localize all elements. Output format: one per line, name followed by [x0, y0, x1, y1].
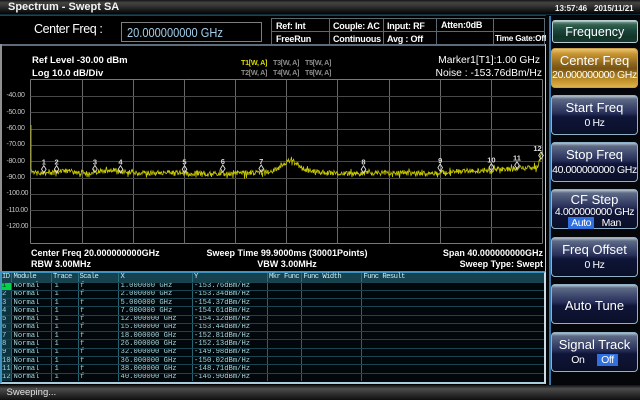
svg-text:5: 5: [182, 158, 186, 167]
svg-text:8: 8: [361, 158, 365, 167]
svg-text:7: 7: [259, 157, 263, 166]
svg-text:12: 12: [533, 144, 541, 153]
svg-text:11: 11: [513, 154, 521, 163]
svg-text:3: 3: [93, 157, 97, 166]
svg-text:6: 6: [221, 157, 225, 166]
svg-text:2: 2: [55, 158, 59, 167]
svg-text:10: 10: [487, 156, 495, 165]
svg-text:1: 1: [42, 158, 46, 167]
svg-text:4: 4: [118, 158, 123, 167]
svg-text:9: 9: [438, 156, 442, 165]
